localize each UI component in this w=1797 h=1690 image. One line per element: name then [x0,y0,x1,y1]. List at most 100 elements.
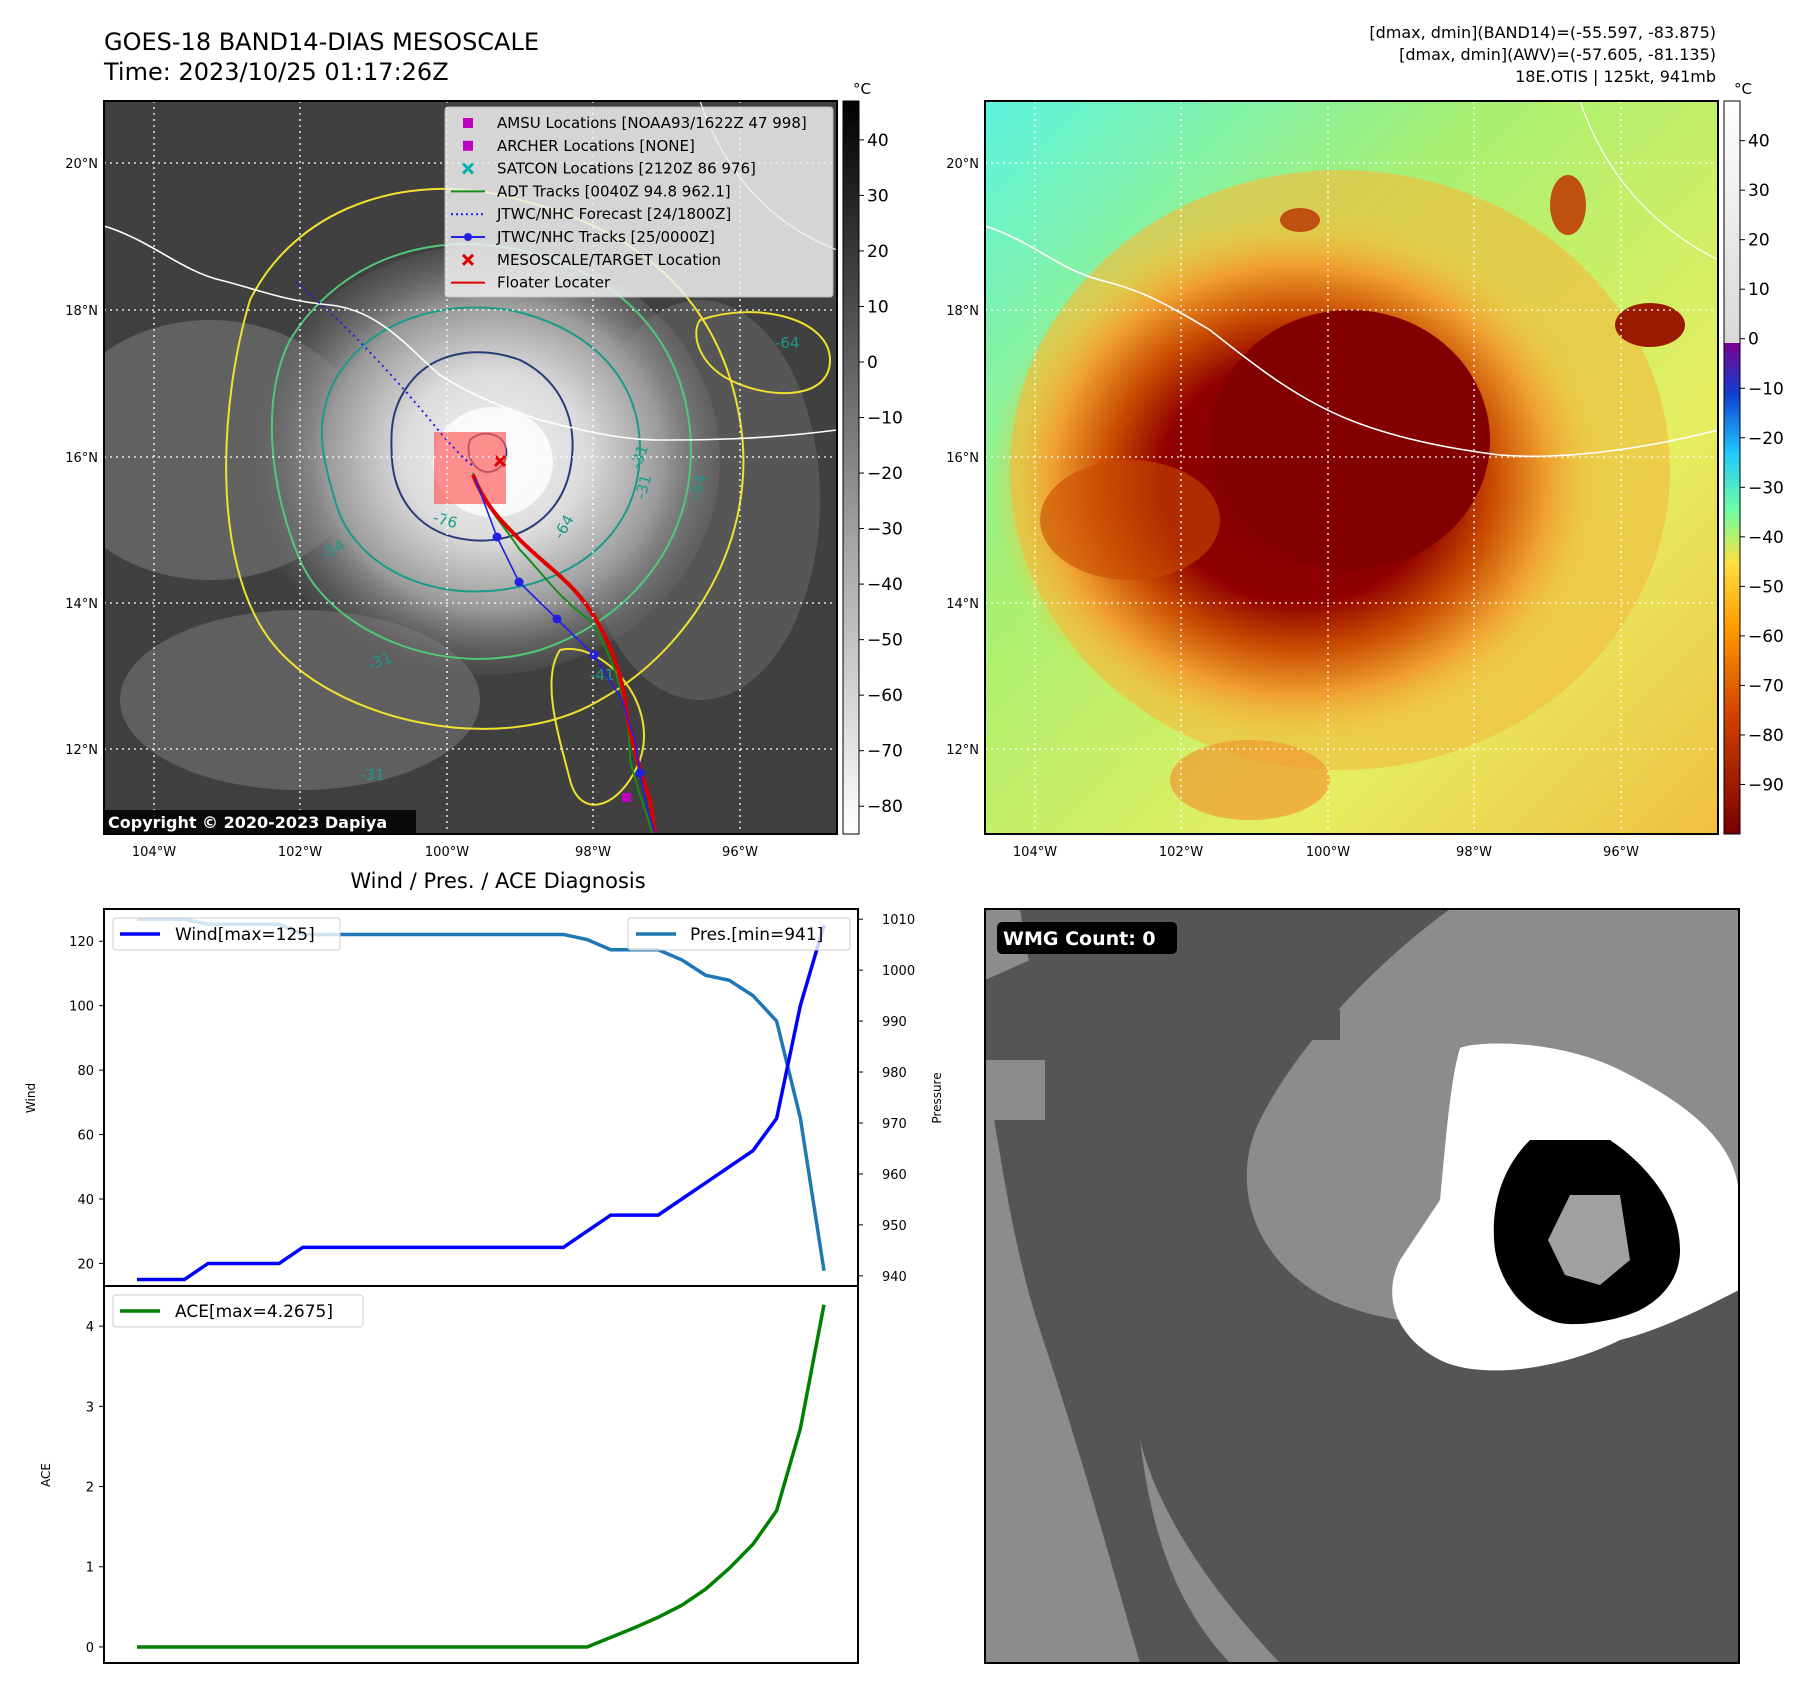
contour-label-4: -76 [431,508,459,532]
pressure-tick-label: 980 [882,1066,907,1081]
awv-colorbar-tick: −80 [1748,726,1784,746]
awv-map [985,101,1718,834]
lon-tick-label: 96°W [1603,845,1639,860]
pressure-axis-label: Pressure [930,1072,944,1123]
awv-colorbar-tick: −30 [1748,478,1784,498]
copyright-label: Copyright © 2020-2023 Dapiya [108,813,387,832]
lon-tick-label: 102°W [1159,845,1203,860]
legend-item: AMSU Locations [NOAA93/1622Z 47 998] [463,114,807,132]
lon-tick-label: 100°W [1306,845,1350,860]
ir-colorbar-tick: −70 [867,742,903,762]
pressure-tick-label: 970 [882,1117,907,1132]
contour-yellow-east [695,311,832,395]
info-line-3: 18E.OTIS | 125kt, 941mb [1515,67,1716,86]
wmg-dark-left [985,960,1230,1663]
awv-colorbar-tick: 20 [1748,231,1770,251]
lon-tick-label: 96°W [722,845,758,860]
ir-colorbar-tick: −10 [867,409,903,429]
info-line-1: [dmax, dmin](BAND14)=(-55.597, -83.875) [1369,23,1716,42]
legend-label: JTWC/NHC Forecast [24/1800Z] [496,205,731,223]
amsu-marker [622,793,631,802]
ir-colorbar-tick: 0 [867,353,878,373]
legend-label: JTWC/NHC Tracks [25/0000Z] [496,228,715,246]
contour-label-1: -64 [775,334,800,352]
awv-colorbar-tick: 0 [1748,330,1759,350]
legend-label: ARCHER Locations [NONE] [497,137,695,155]
wmg-eye [1548,1195,1630,1285]
ace-axis-label: ACE [39,1463,53,1487]
awv-coastline-north [1579,101,1718,261]
awv-colorbar-tick: 10 [1748,280,1770,300]
legend-item: JTWC/NHC Forecast [24/1800Z] [451,205,731,223]
contour-label-7: -31 [631,473,655,501]
legend-item: Floater Locater [451,274,611,292]
wind-line [137,924,826,1282]
legend-label: ADT Tracks [0040Z 94.8 962.1] [497,182,731,200]
lon-tick-label: 98°W [1456,845,1492,860]
wind-legend: Wind[max=125] [112,917,341,951]
ir-colorbar-tick: −20 [867,464,903,484]
pressure-tick-label: 940 [882,1270,907,1285]
lon-tick-label: 102°W [278,845,322,860]
legend-label: Floater Locater [497,274,611,292]
legend-item: SATCON Locations [2120Z 86 976] [461,160,756,178]
awv-coastline [985,225,1718,458]
legend-item: ARCHER Locations [NONE] [463,137,695,155]
coastline [104,225,837,441]
pressure-tick-label: 990 [882,1015,907,1030]
floater-track [471,474,657,834]
awv-colorbar [1723,100,1741,835]
lat-tick-label: 20°N [946,157,979,172]
ir-colorbar-tick: 10 [867,297,889,317]
ir-colorbar-tick: 20 [867,242,889,262]
ir-colorbar-tick: −40 [867,575,903,595]
wind-pressure-panel [103,908,859,1287]
legend-label: MESOSCALE/TARGET Location [497,251,721,269]
awv-colorbar-tick: 40 [1748,132,1770,152]
contour-teal [320,306,642,593]
contour-label-9: -31 [360,766,385,784]
pressure-tick-label: 1010 [882,913,915,928]
ace-panel [103,1285,859,1664]
best-track [474,477,656,834]
legend-item: MESOSCALE/TARGET Location [461,251,721,269]
wind-tick-label: 120 [69,935,94,950]
ir-colorbar-tick: 40 [867,131,889,151]
awv-colorbar-tick: −70 [1748,676,1784,696]
awv-colorbar-tick: −60 [1748,627,1784,647]
lat-tick-label: 20°N [65,157,98,172]
figure-title-line1: GOES-18 BAND14-DIAS MESOSCALE [104,28,539,56]
lat-tick-label: 16°N [946,451,979,466]
adt-track [472,472,653,834]
awv-colorbar-tick: −50 [1748,577,1784,597]
legend-label: SATCON Locations [2120Z 86 976] [497,160,756,178]
lat-tick-label: 18°N [65,304,98,319]
lon-tick-label: 104°W [132,845,176,860]
wind-axis-label: Wind [24,1083,38,1113]
info-line-2: [dmax, dmin](AWV)=(-57.605, -81.135) [1399,45,1716,64]
lon-tick-label: 104°W [1013,845,1057,860]
lon-tick-label: 98°W [575,845,611,860]
ace-tick-label: 2 [86,1481,94,1496]
wmg-count-label: WMG Count: 0 [1003,928,1156,950]
wind-tick-label: 40 [77,1193,94,1208]
ace-legend: ACE[max=4.2675] [112,1294,364,1328]
lat-tick-label: 16°N [65,451,98,466]
wind-tick-label: 80 [77,1064,94,1079]
contour-navy [390,351,574,542]
awv-colorbar-tick: −90 [1748,775,1784,795]
ace-line [137,1304,826,1649]
ace-tick-label: 3 [86,1400,94,1415]
lat-tick-label: 18°N [946,304,979,319]
ace-tick-label: 1 [86,1561,94,1576]
awv-colorbar-unit: °C [1734,80,1752,98]
ace-legend-label: ACE[max=4.2675] [175,1302,333,1322]
contour-label-6: -54 [686,473,710,501]
wind-tick-label: 100 [69,1000,94,1015]
ir-colorbar-tick: −30 [867,520,903,540]
awv-colorbar-tick: −10 [1748,379,1784,399]
pressure-tick-label: 1000 [882,964,915,979]
lat-tick-label: 14°N [946,597,979,612]
floater-box [434,432,506,504]
